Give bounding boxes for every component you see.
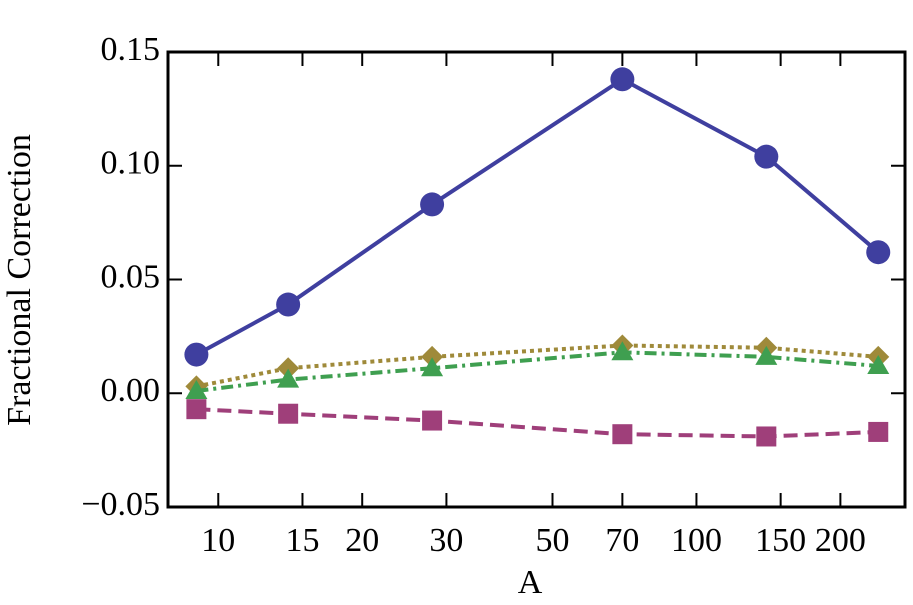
marker <box>612 424 633 445</box>
x-tick-label: 30 <box>429 522 463 559</box>
marker <box>186 399 207 420</box>
marker <box>185 379 208 399</box>
marker <box>421 357 444 377</box>
y-axis-label: Fractional Correction <box>1 134 38 426</box>
marker <box>754 144 779 169</box>
marker <box>421 345 444 368</box>
series-line <box>195 76 880 357</box>
x-tick-label: 70 <box>605 522 639 559</box>
marker <box>610 67 635 92</box>
marker <box>277 357 300 380</box>
x-tick-label: 200 <box>815 522 866 559</box>
marker <box>755 345 778 365</box>
marker <box>420 192 445 217</box>
y-tick-label: 0.00 <box>101 372 161 409</box>
x-tick-label: 15 <box>285 522 319 559</box>
marker <box>278 403 299 424</box>
marker <box>756 426 777 447</box>
x-tick-label: 150 <box>755 522 806 559</box>
marker <box>422 410 443 431</box>
y-tick-label: −0.05 <box>81 486 160 523</box>
marker <box>868 421 889 442</box>
marker <box>611 341 634 361</box>
x-axis-label: A <box>518 564 543 601</box>
marker <box>866 240 891 265</box>
y-tick-label: 0.10 <box>101 145 161 182</box>
x-tick-label: 100 <box>671 522 722 559</box>
series-line <box>196 350 879 393</box>
marker <box>867 354 890 374</box>
plot-frame <box>166 50 907 509</box>
y-tick-label: 0.05 <box>101 258 161 295</box>
x-tick-label: 10 <box>201 522 235 559</box>
marker <box>276 292 301 317</box>
x-tick-label: 20 <box>345 522 379 559</box>
marker <box>184 342 209 367</box>
y-tick-label: 0.15 <box>101 31 161 68</box>
x-tick-label: 50 <box>535 522 569 559</box>
marker <box>277 368 300 388</box>
series-line <box>196 407 879 439</box>
